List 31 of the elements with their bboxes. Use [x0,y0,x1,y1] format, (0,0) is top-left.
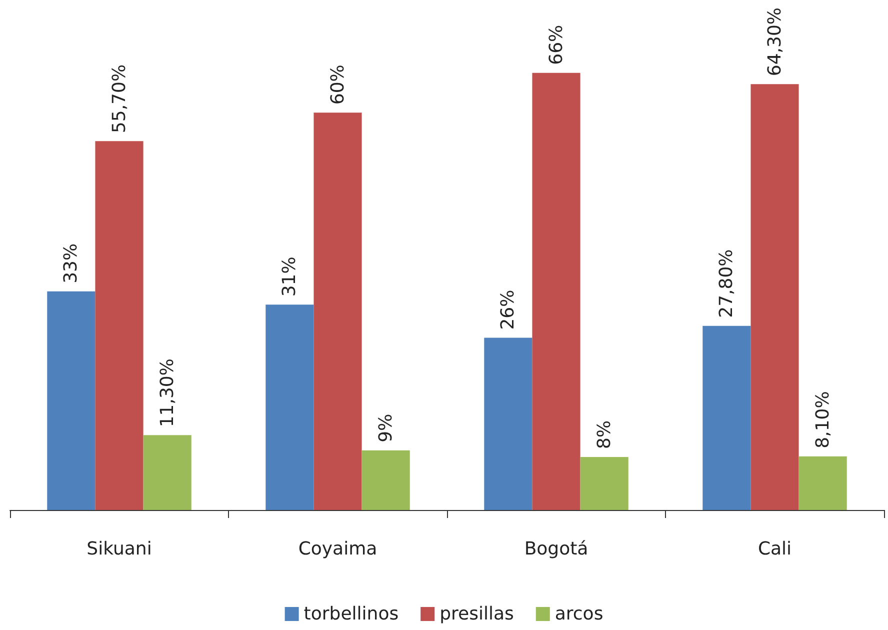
legend-label: presillas [440,604,514,624]
data-label: 60% [327,64,348,105]
bar [47,291,96,510]
data-label: 9% [375,414,396,442]
bar [484,338,532,510]
bar [798,456,847,510]
legend-label: torbellinos [304,604,399,624]
data-label: 27,80% [716,249,738,318]
bar [95,141,144,510]
bar [532,72,580,510]
data-label: 11,30% [156,358,178,428]
data-label: 31% [279,256,300,297]
bar [314,112,362,510]
bar [702,326,751,510]
bar [266,304,314,510]
bar [580,457,628,510]
x-tick-label: Sikuani [86,538,152,560]
data-label: 55,70% [108,64,130,134]
data-label: 33% [60,243,82,284]
x-tick-label: Cali [758,538,792,560]
bar [750,84,799,510]
data-label: 64,30% [764,7,786,76]
x-tick-label: Coyaima [298,538,378,560]
x-tick-label: Bogotá [524,538,588,560]
data-label: 8% [594,420,615,450]
bar [143,435,192,510]
data-label: 26% [498,290,519,330]
data-label: 8,10% [812,391,834,448]
legend-label: arcos [554,604,604,624]
data-label: 66% [546,24,567,65]
bar [362,450,410,510]
